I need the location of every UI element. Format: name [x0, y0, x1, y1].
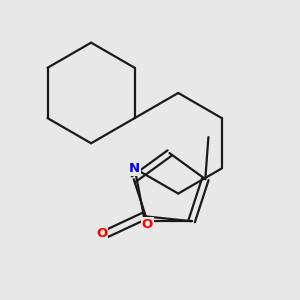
Text: O: O — [142, 218, 153, 231]
Text: N: N — [129, 162, 140, 175]
Text: O: O — [96, 227, 107, 240]
